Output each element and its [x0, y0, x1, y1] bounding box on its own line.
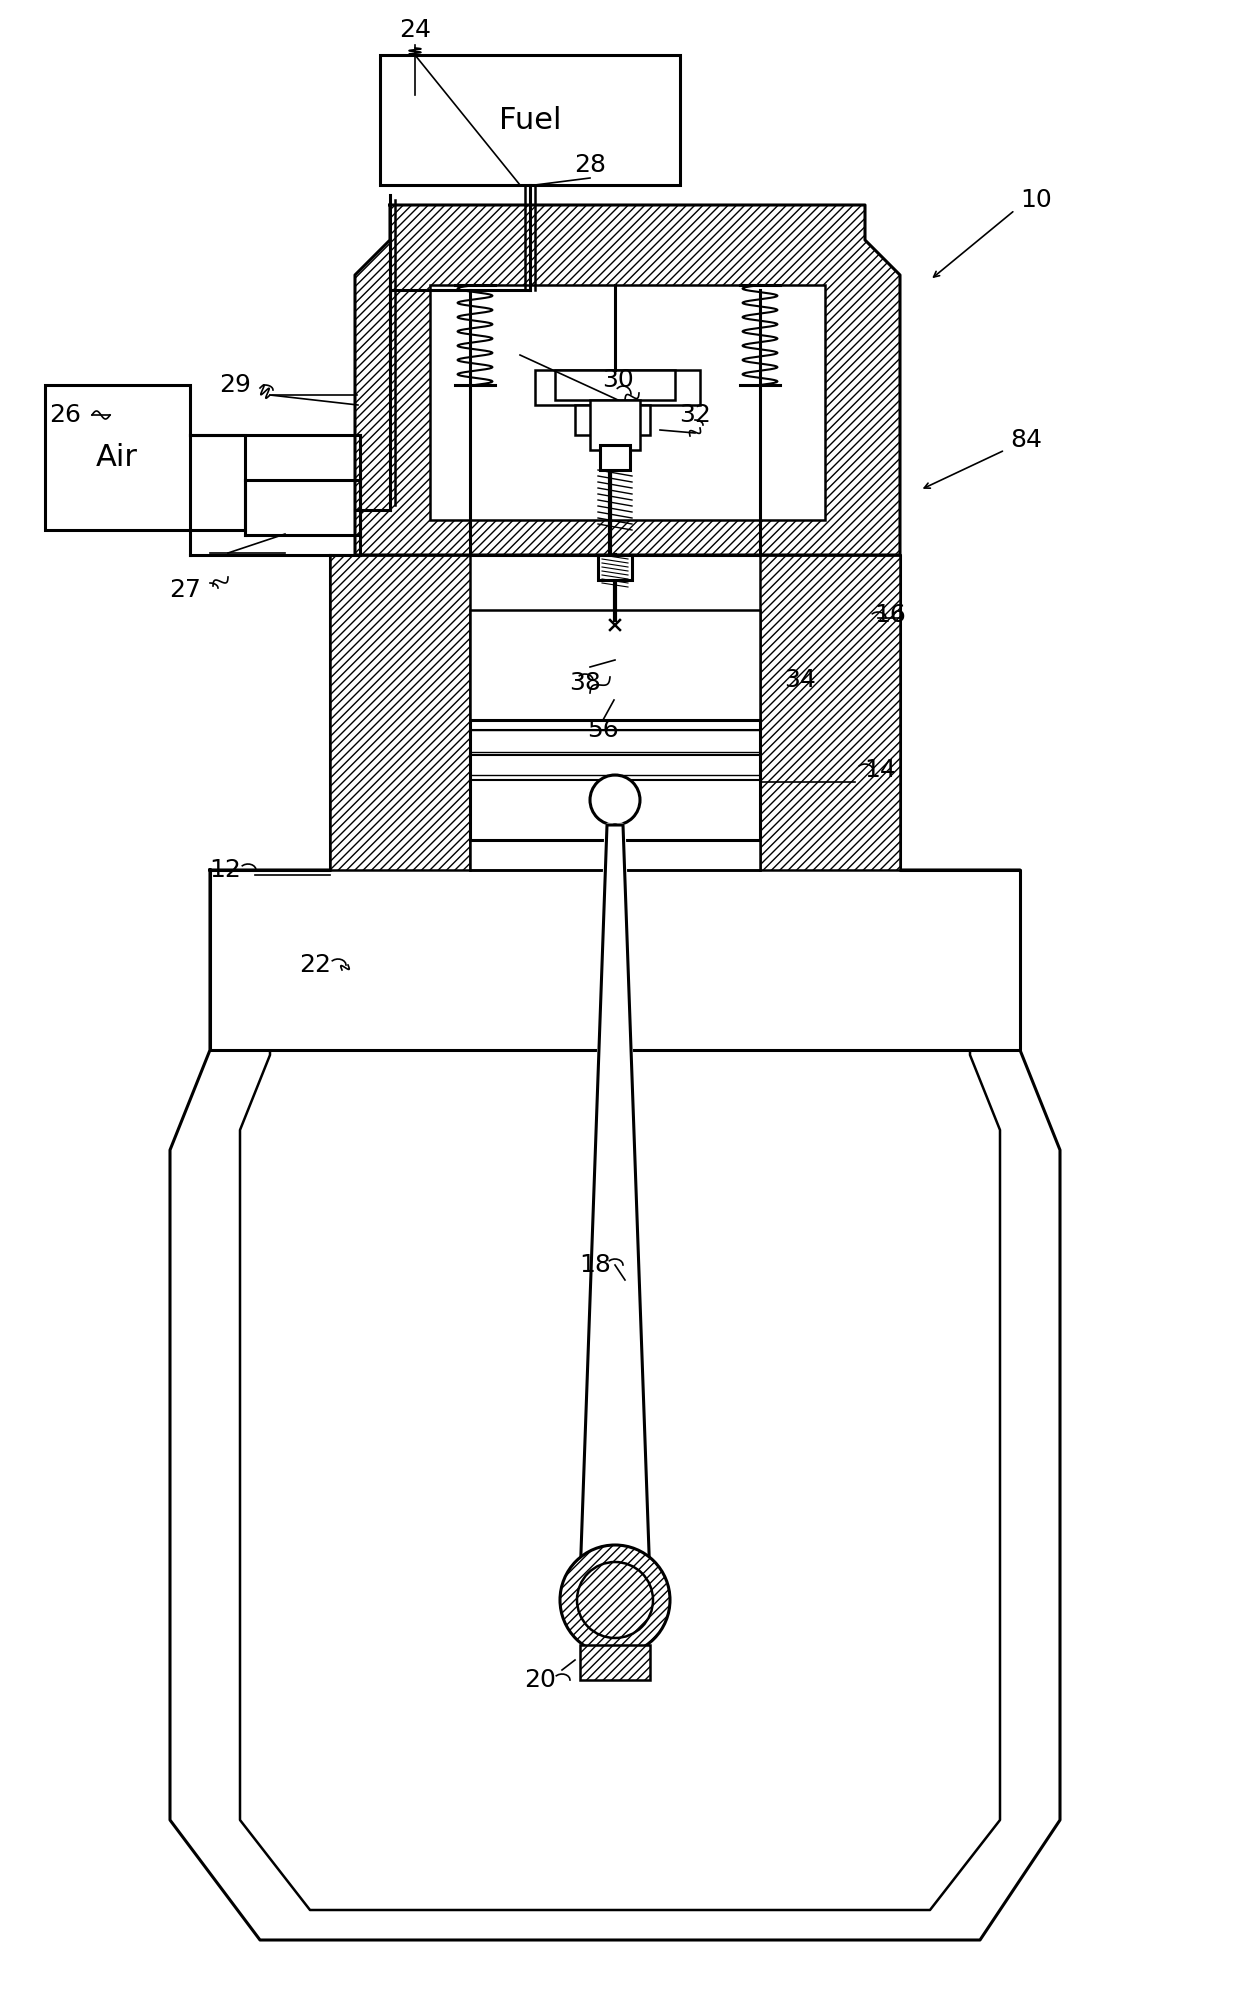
Text: 16: 16: [874, 603, 906, 627]
Text: 26: 26: [50, 404, 81, 428]
Bar: [580, 1645, 650, 1681]
Bar: [470, 720, 760, 839]
Bar: [598, 555, 632, 581]
Text: 56: 56: [587, 718, 619, 742]
Polygon shape: [379, 56, 680, 185]
Bar: [575, 406, 650, 436]
Polygon shape: [210, 555, 1021, 1050]
Polygon shape: [330, 555, 470, 869]
Text: Air: Air: [95, 442, 138, 471]
Text: 30: 30: [603, 368, 634, 392]
Polygon shape: [170, 869, 1060, 1939]
Polygon shape: [355, 205, 900, 555]
Text: 22: 22: [299, 953, 331, 977]
Text: 32: 32: [680, 404, 711, 428]
Text: 14: 14: [864, 758, 897, 782]
Text: 84: 84: [1011, 428, 1042, 452]
FancyArrowPatch shape: [585, 827, 610, 1577]
Text: 28: 28: [574, 153, 606, 177]
Text: 34: 34: [784, 668, 816, 692]
Text: 38: 38: [569, 670, 601, 694]
Text: Fuel: Fuel: [498, 105, 562, 135]
Text: 10: 10: [1021, 189, 1052, 213]
Bar: [580, 1645, 650, 1681]
Polygon shape: [430, 284, 825, 519]
Text: 20: 20: [525, 1669, 556, 1693]
Polygon shape: [580, 825, 650, 1579]
Polygon shape: [45, 386, 246, 529]
Polygon shape: [760, 555, 900, 869]
Polygon shape: [241, 879, 999, 1909]
FancyArrowPatch shape: [620, 827, 645, 1577]
Circle shape: [590, 776, 640, 825]
Circle shape: [577, 1561, 653, 1639]
Text: 24: 24: [399, 18, 432, 42]
Bar: [600, 446, 630, 469]
Bar: [590, 400, 640, 450]
Text: 29: 29: [219, 374, 250, 398]
Bar: [556, 370, 675, 400]
Circle shape: [560, 1545, 670, 1655]
Polygon shape: [470, 611, 760, 869]
Text: 18: 18: [579, 1253, 611, 1277]
Bar: [534, 370, 701, 406]
Text: 12: 12: [210, 857, 241, 881]
Text: 27: 27: [169, 579, 201, 603]
